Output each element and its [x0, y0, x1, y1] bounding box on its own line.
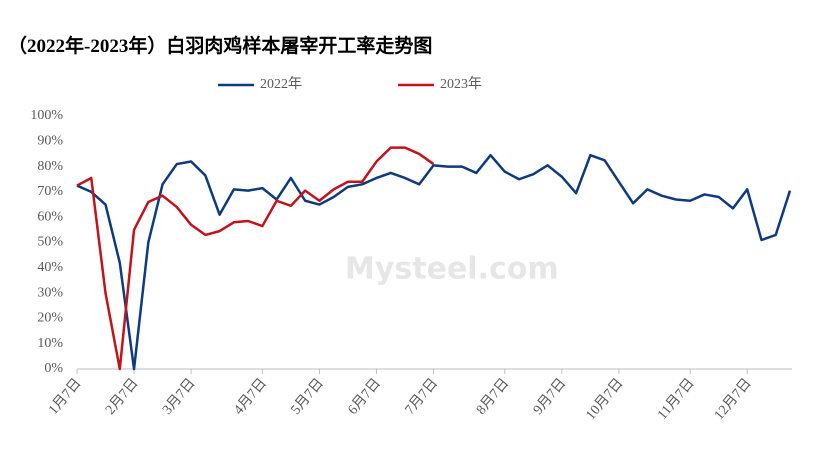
x-tick-label: 4月7日: [231, 375, 270, 417]
legend-label: 2022年: [260, 76, 302, 92]
y-tick-label: 60%: [37, 209, 63, 224]
x-tick-label: 8月7日: [473, 375, 512, 417]
x-tick-label: 11月7日: [654, 375, 697, 422]
y-tick-label: 40%: [37, 260, 63, 275]
x-tick-label: 5月7日: [288, 375, 327, 417]
x-tick-label: 6月7日: [345, 375, 384, 417]
x-tick-label: 9月7日: [530, 375, 569, 417]
y-tick-label: 90%: [37, 134, 63, 149]
x-tick-label: 12月7日: [711, 375, 755, 423]
legend-label: 2023年: [440, 76, 482, 92]
y-tick-label: 30%: [37, 285, 63, 300]
x-tick-label: 2月7日: [102, 375, 141, 417]
x-tick-label: 10月7日: [583, 375, 627, 423]
y-tick-label: 10%: [37, 336, 63, 351]
y-tick-label: 70%: [37, 184, 63, 199]
series-line: [76, 146, 435, 371]
chart-title: （2022年-2023年）白羽肉鸡样本屠宰开工率走势图: [8, 34, 432, 57]
watermark: Mysteel.com: [345, 252, 559, 287]
x-tick-label: 1月7日: [45, 375, 84, 417]
y-tick-label: 0%: [44, 361, 63, 376]
y-tick-label: 20%: [37, 311, 63, 326]
y-tick-label: 100%: [30, 108, 63, 123]
y-tick-label: 50%: [37, 235, 63, 250]
series-line: [76, 153, 792, 371]
x-tick-label: 3月7日: [159, 375, 198, 417]
y-tick-label: 80%: [37, 159, 63, 174]
x-tick-label: 7月7日: [402, 375, 441, 417]
